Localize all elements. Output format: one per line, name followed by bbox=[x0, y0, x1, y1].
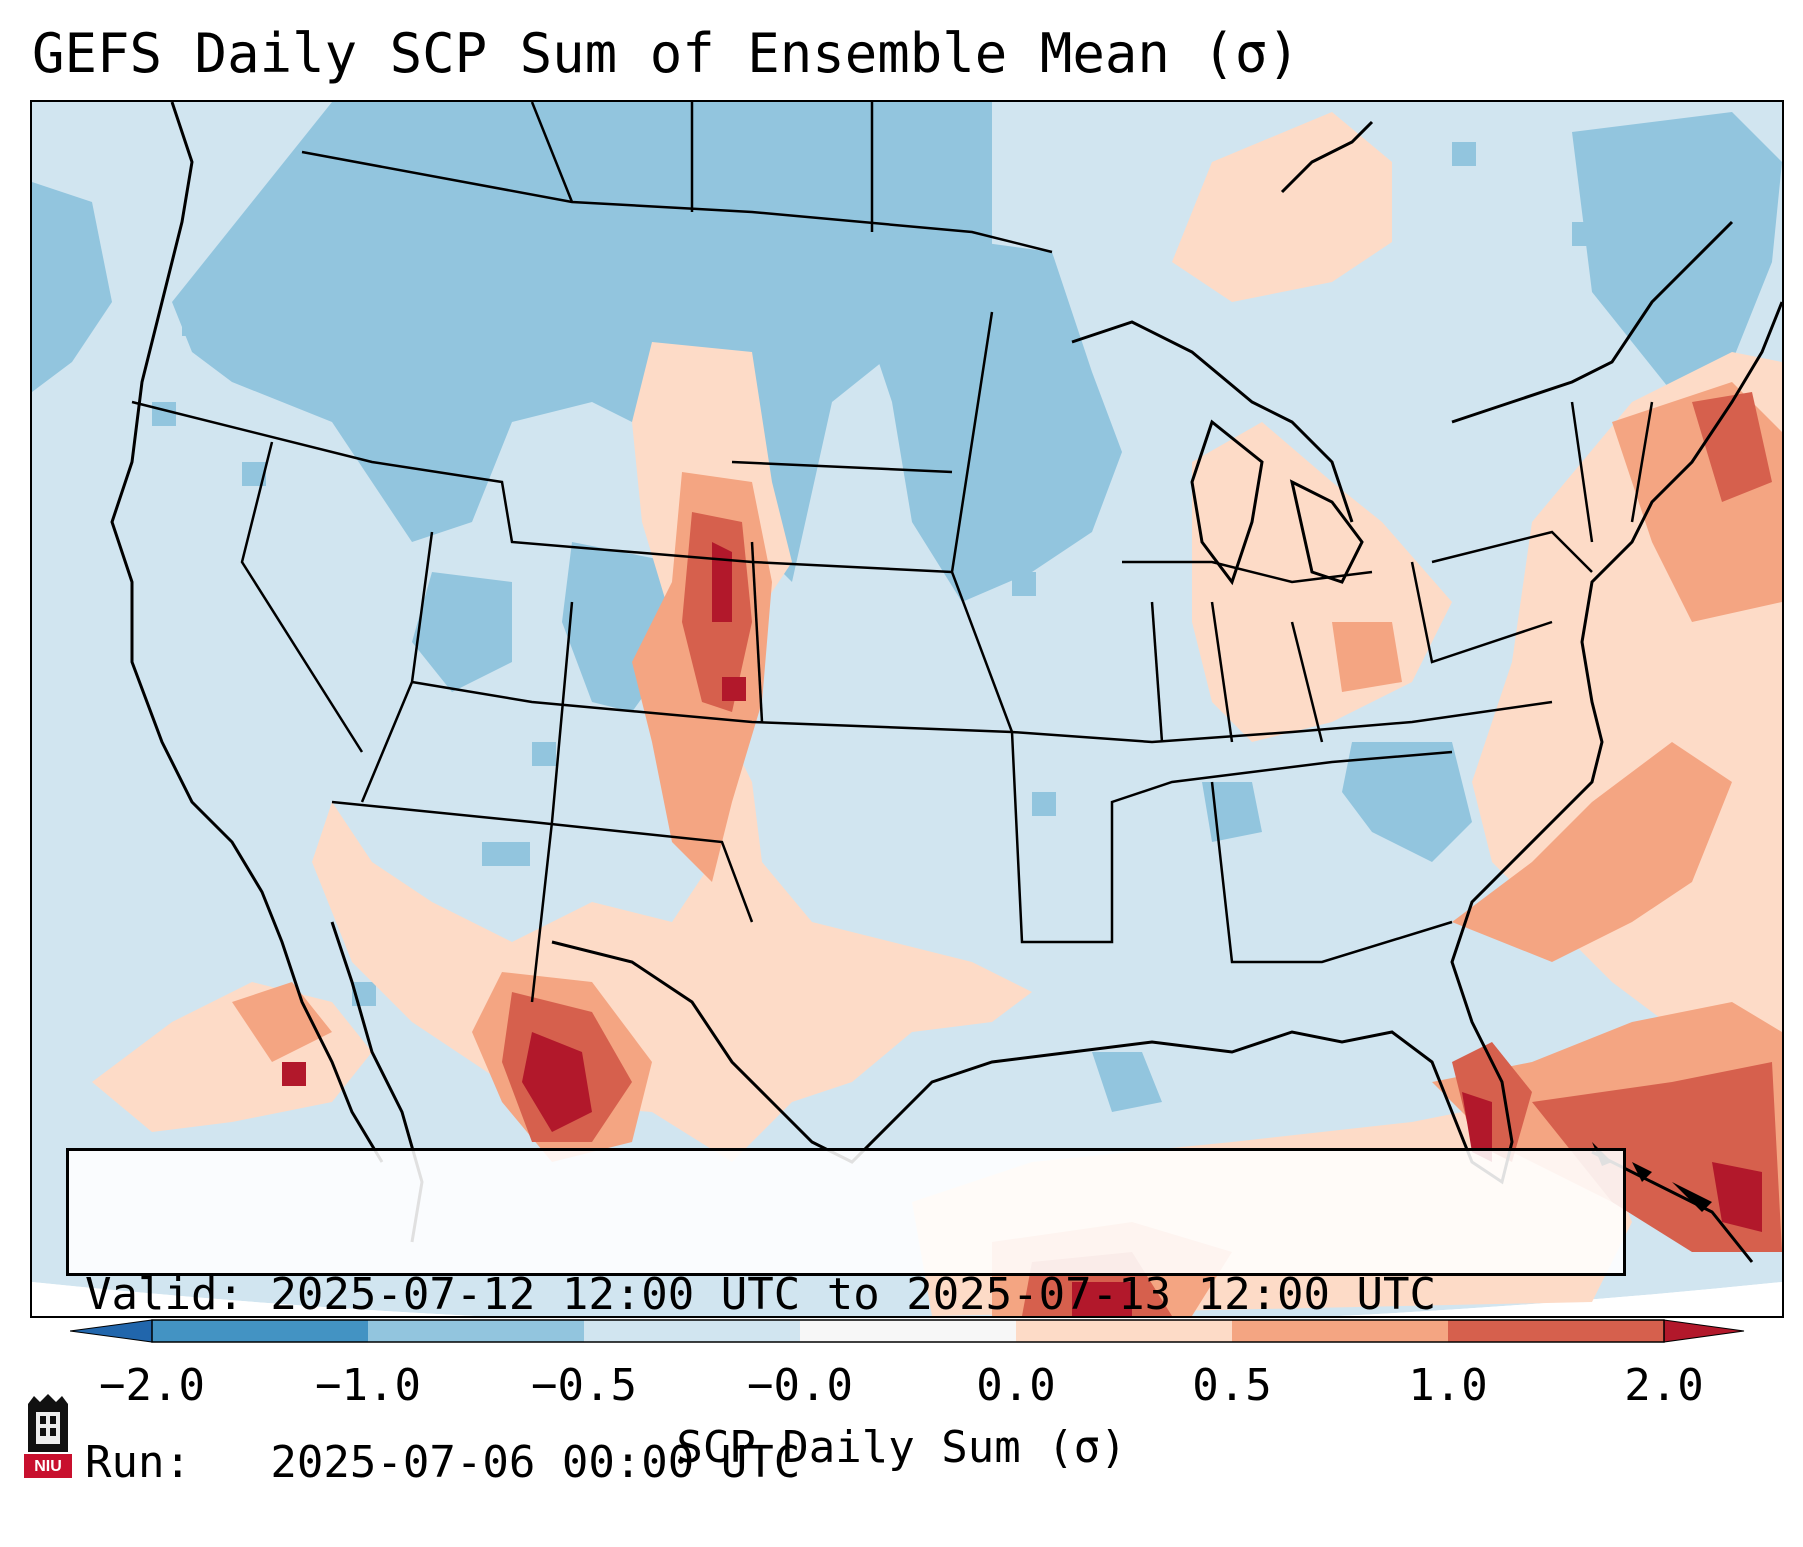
colorbar-tick-label: 2.0 bbox=[1624, 1360, 1704, 1411]
map-title: GEFS Daily SCP Sum of Ensemble Mean (σ) bbox=[32, 22, 1300, 85]
colorbar-tick-label: −2.0 bbox=[99, 1360, 205, 1411]
colorbar-extend-low bbox=[70, 1319, 153, 1343]
colorbar-segment bbox=[584, 1320, 800, 1342]
colorbar-segment bbox=[152, 1320, 368, 1342]
colorbar-tick-label: 0.0 bbox=[976, 1360, 1056, 1411]
positive-max-regions bbox=[282, 542, 1762, 1316]
colorbar-segment bbox=[368, 1320, 584, 1342]
colorbar-extend-high bbox=[1663, 1319, 1745, 1343]
colorbar-tick-label: −0.5 bbox=[531, 1360, 637, 1411]
valid-time-line: Valid: 2025-07-12 12:00 UTC to 2025-07-1… bbox=[85, 1269, 1437, 1320]
logo-text: NIU bbox=[34, 1458, 62, 1475]
projection-outside bbox=[32, 1282, 1782, 1316]
state-borders bbox=[131, 102, 1654, 1003]
map-frame[interactable] bbox=[30, 100, 1784, 1318]
negative-speckles bbox=[152, 142, 1596, 1006]
map-canvas[interactable] bbox=[32, 102, 1782, 1316]
run-time-line: Run: 2025-07-06 00:00 UTC bbox=[85, 1437, 801, 1488]
colorbar-tick-label: 1.0 bbox=[1408, 1360, 1488, 1411]
colorbar-label: SCP Daily Sum (σ) bbox=[676, 1422, 1127, 1473]
colorbar-tick-label: 0.5 bbox=[1192, 1360, 1272, 1411]
colorbar-segment bbox=[800, 1320, 1016, 1342]
negative-regions bbox=[32, 102, 1782, 1112]
colorbar-tick-label: −0.0 bbox=[747, 1360, 853, 1411]
colorbar-segment bbox=[1448, 1320, 1664, 1342]
validity-info-box: Valid: 2025-07-12 12:00 UTC to 2025-07-1… bbox=[66, 1148, 1626, 1488]
colorbar-outline bbox=[151, 1319, 1665, 1343]
colorbar-segment bbox=[1016, 1320, 1232, 1342]
niu-logo: NIU bbox=[20, 1392, 76, 1492]
colorbar-tick-label: −1.0 bbox=[315, 1360, 421, 1411]
colorbar bbox=[70, 1319, 1745, 1343]
university-shield-icon bbox=[24, 1394, 72, 1478]
colorbar-segment bbox=[1232, 1320, 1448, 1342]
